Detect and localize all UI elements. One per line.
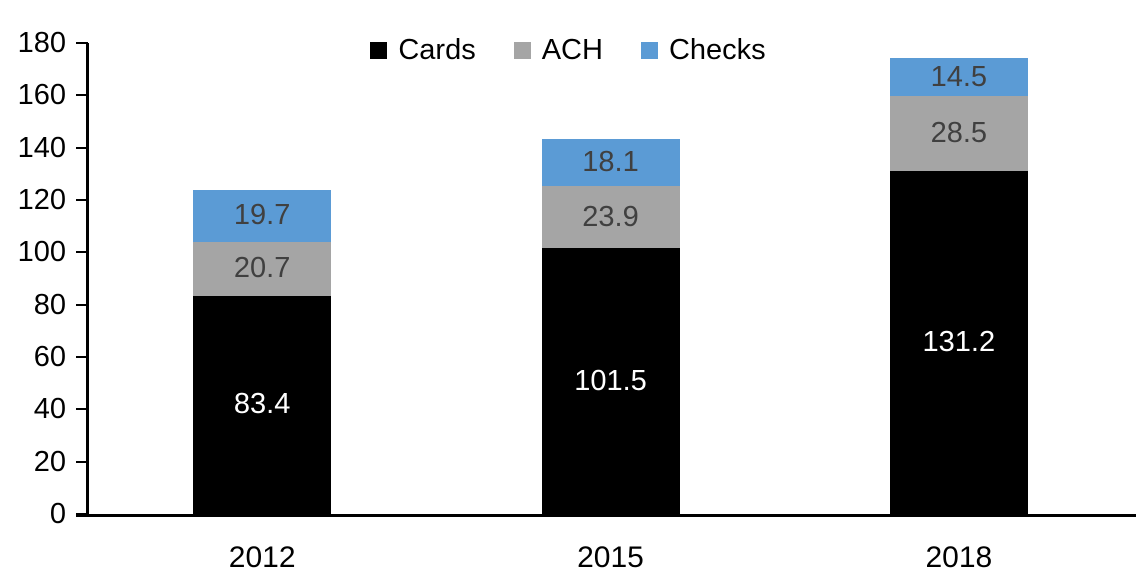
y-axis-tick (76, 199, 88, 201)
y-axis-tick (76, 356, 88, 358)
bar-segment-2018-checks: 14.5 (889, 58, 1028, 97)
legend-item-checks: Checks (640, 34, 766, 66)
y-axis-tick (76, 303, 88, 306)
x-axis-line (76, 514, 1136, 517)
bar-segment-2015-cards: 101.5 (541, 248, 680, 514)
data-label: 20.7 (233, 252, 291, 285)
legend-label: Cards (398, 34, 476, 66)
legend-item-cards: Cards (370, 34, 476, 66)
data-label: 101.5 (574, 364, 647, 397)
data-label: 19.7 (233, 199, 291, 232)
legend-item-ach: ACH (513, 34, 603, 66)
data-label: 23.9 (582, 200, 639, 233)
y-axis-tick-label: 40 (33, 393, 66, 426)
legend-swatch-icon (513, 42, 531, 59)
bar-segment-2012-ach: 20.7 (193, 241, 332, 296)
data-label: 28.5 (930, 116, 988, 149)
y-axis-tick-label: 160 (17, 79, 66, 112)
y-axis-tick (76, 408, 88, 411)
y-axis-tick-label: 100 (17, 236, 66, 269)
data-label: 83.4 (233, 388, 291, 421)
y-axis-tick-label: 180 (17, 27, 66, 59)
chart-legend: Cards ACH Checks (0, 36, 1136, 65)
y-axis-tick (76, 146, 88, 149)
legend-swatch-icon (640, 42, 658, 59)
legend-label: Checks (668, 34, 766, 66)
data-label: 131.2 (922, 325, 996, 358)
y-axis-tick-label: 80 (33, 288, 66, 321)
bar-segment-2018-cards: 131.2 (889, 170, 1028, 514)
x-axis-category-label: 2018 (925, 541, 993, 574)
data-label: 14.5 (930, 60, 988, 93)
plot-area: 0 20 40 60 80 100 120 140 160 180 83.4 20.7 19.7 2012… (18, 27, 1136, 574)
y-axis-line (86, 43, 89, 517)
y-axis-tick (76, 460, 88, 463)
x-axis-category-label: 2015 (577, 541, 644, 574)
y-axis-tick-label: 120 (17, 184, 66, 216)
bar-segment-2015-ach: 23.9 (541, 185, 680, 249)
y-axis-tick-label: 140 (17, 131, 66, 164)
y-axis-tick (76, 513, 88, 515)
bar-segment-2012-cards: 83.4 (193, 295, 332, 514)
y-axis-tick (76, 94, 88, 97)
bar-segment-2012-checks: 19.7 (193, 190, 332, 242)
y-axis-tick (76, 251, 88, 254)
y-axis-tick (76, 42, 88, 44)
legend-label: ACH (541, 34, 603, 66)
x-axis-category-label: 2012 (228, 541, 296, 574)
data-label: 18.1 (582, 145, 639, 178)
bar-segment-2015-checks: 18.1 (541, 138, 680, 186)
bar-segment-2018-ach: 28.5 (889, 96, 1028, 171)
y-axis-tick-label: 60 (33, 341, 66, 373)
y-axis-tick-label: 20 (33, 445, 66, 478)
y-axis-tick-label: 0 (49, 498, 66, 530)
legend-swatch-icon (370, 42, 388, 59)
